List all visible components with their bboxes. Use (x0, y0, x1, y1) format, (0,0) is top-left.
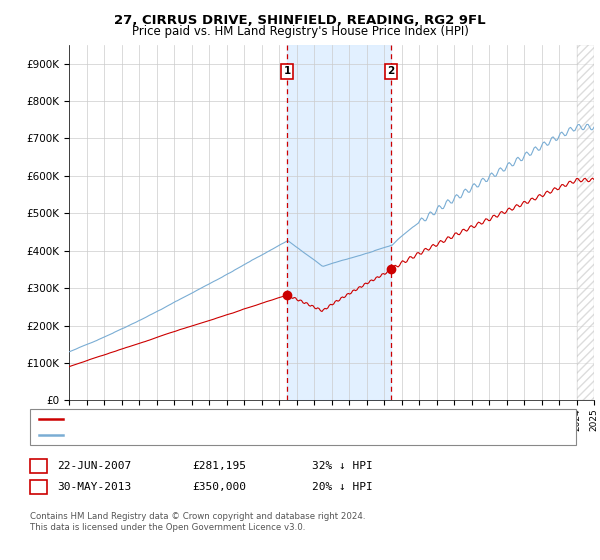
Text: 1: 1 (35, 461, 42, 471)
Text: 20% ↓ HPI: 20% ↓ HPI (312, 482, 373, 492)
Text: 30-MAY-2013: 30-MAY-2013 (57, 482, 131, 492)
Text: 27, CIRRUS DRIVE, SHINFIELD, READING, RG2 9FL (detached house): 27, CIRRUS DRIVE, SHINFIELD, READING, RG… (69, 414, 433, 424)
Text: HPI: Average price, detached house, Wokingham: HPI: Average price, detached house, Woki… (69, 430, 334, 440)
Text: Contains HM Land Registry data © Crown copyright and database right 2024.
This d: Contains HM Land Registry data © Crown c… (30, 512, 365, 532)
Text: 32% ↓ HPI: 32% ↓ HPI (312, 461, 373, 471)
Text: 22-JUN-2007: 22-JUN-2007 (57, 461, 131, 471)
Text: 1: 1 (284, 67, 291, 77)
Text: 27, CIRRUS DRIVE, SHINFIELD, READING, RG2 9FL: 27, CIRRUS DRIVE, SHINFIELD, READING, RG… (114, 14, 486, 27)
Text: £281,195: £281,195 (192, 461, 246, 471)
Text: 2: 2 (35, 482, 42, 492)
Text: 2: 2 (388, 67, 395, 77)
Text: Price paid vs. HM Land Registry's House Price Index (HPI): Price paid vs. HM Land Registry's House … (131, 25, 469, 38)
Text: £350,000: £350,000 (192, 482, 246, 492)
